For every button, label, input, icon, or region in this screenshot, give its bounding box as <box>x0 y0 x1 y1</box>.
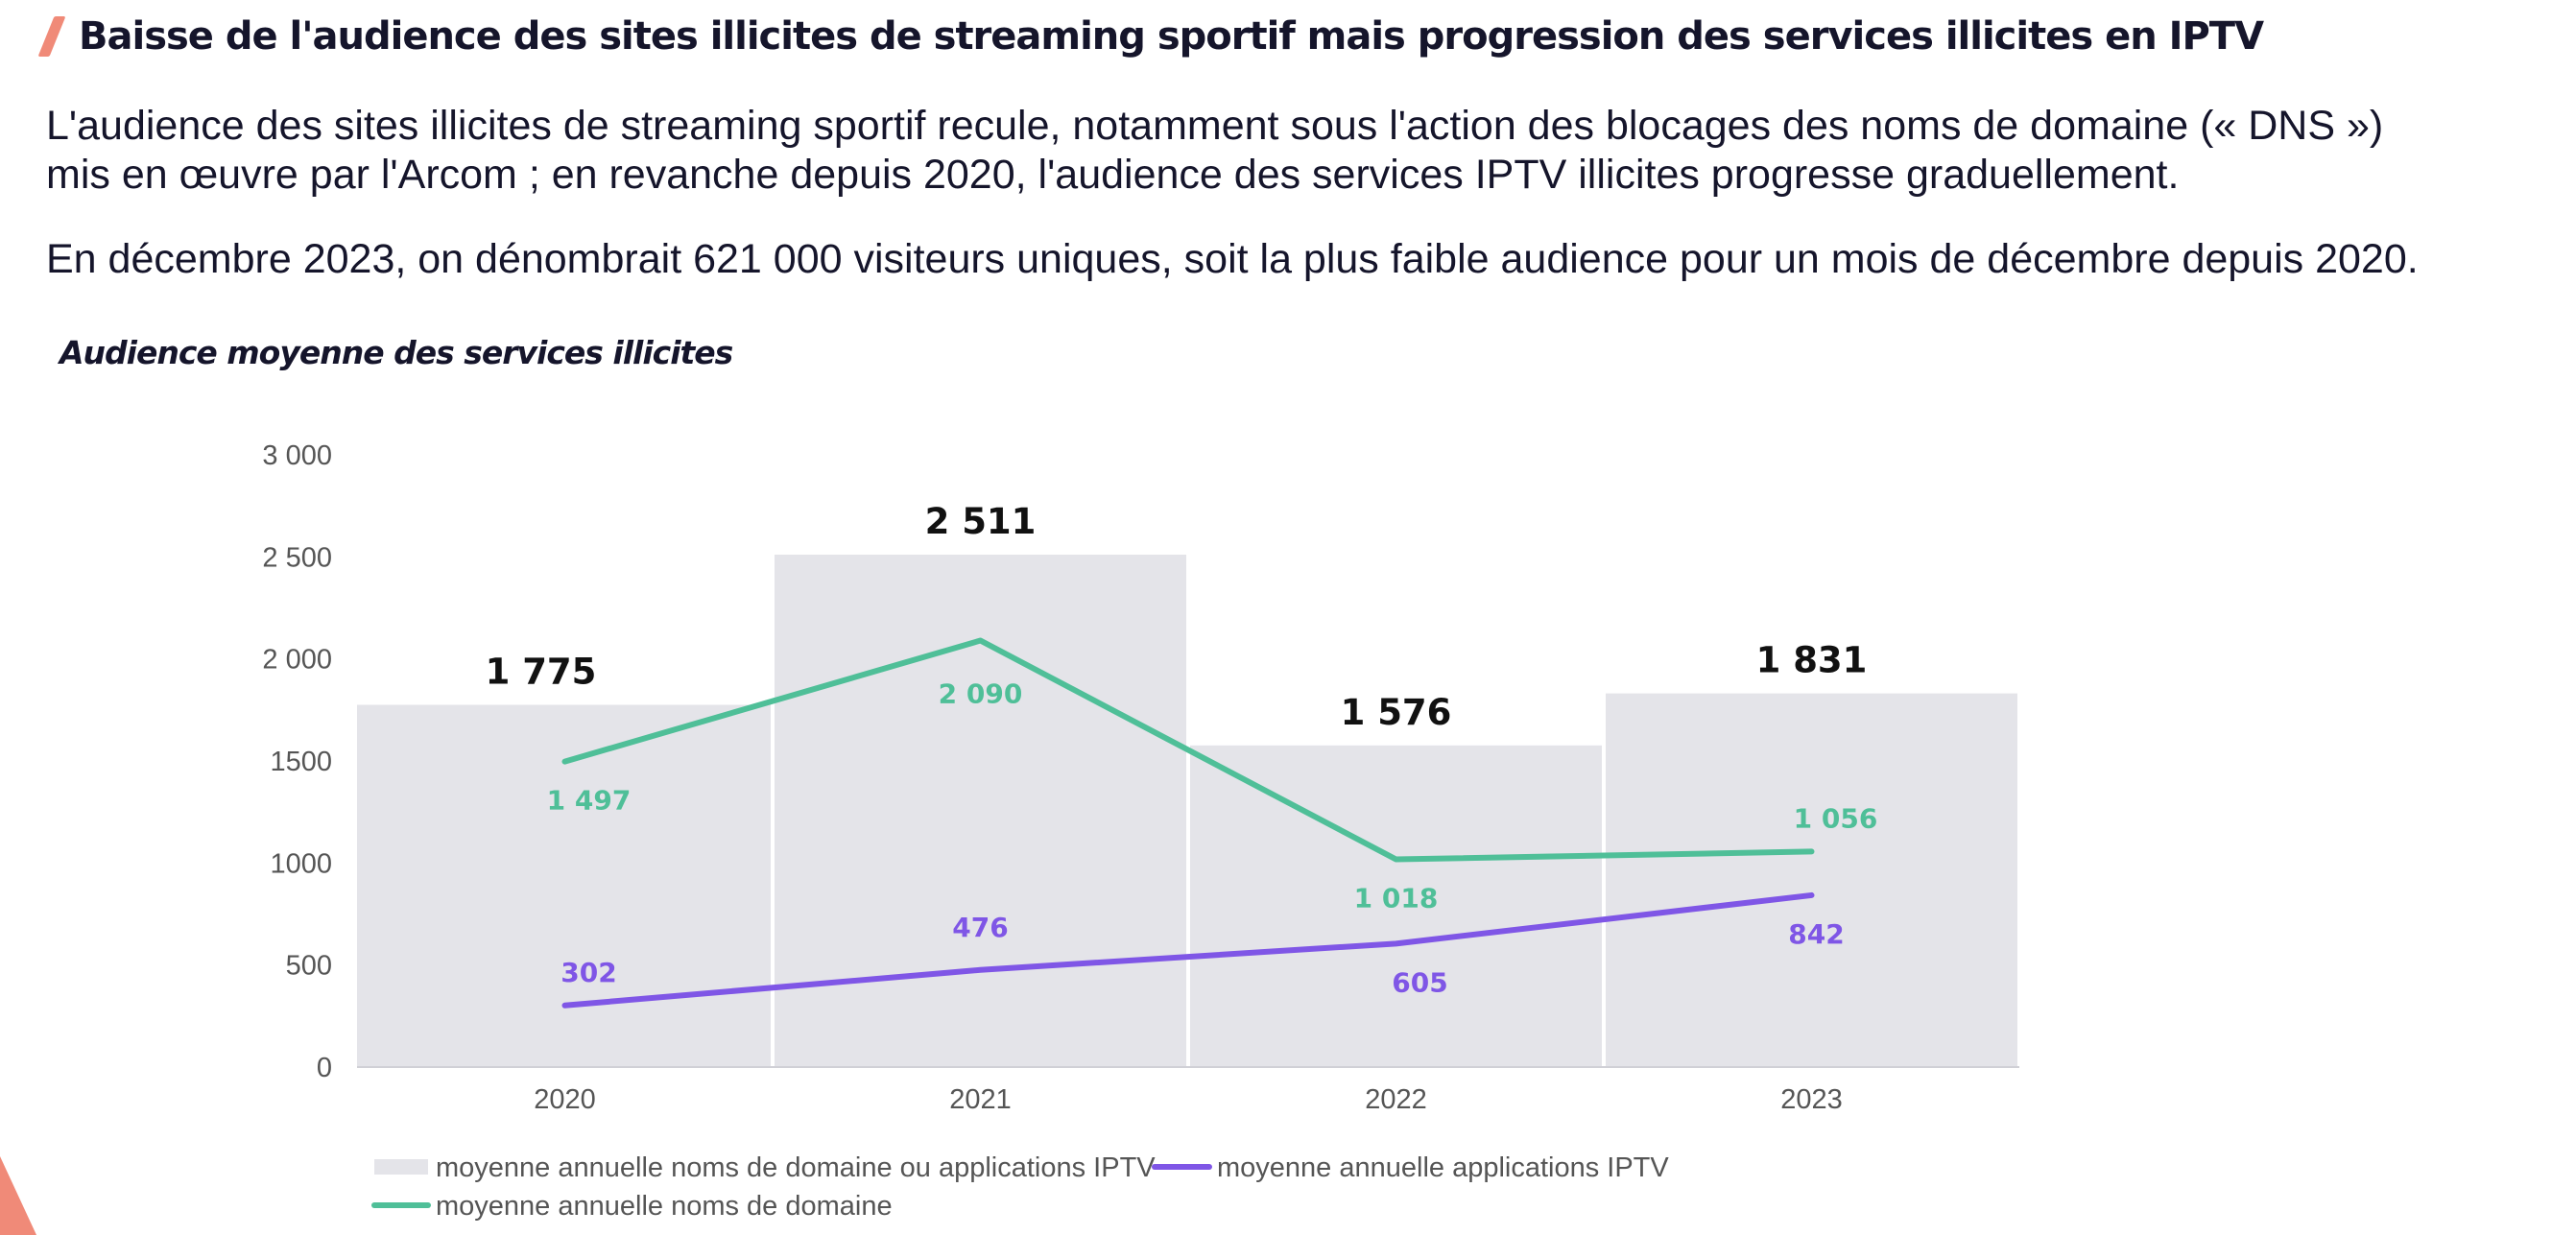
line-noms-de-domaine <box>561 637 1815 863</box>
bar-value-label: 1 576 <box>1341 692 1452 733</box>
data-label-noms-de-domaine: 2 090 <box>939 678 1023 710</box>
y-tick-label: 1500 <box>270 747 332 777</box>
line-applications-iptv <box>561 891 1815 1009</box>
bar-2023 <box>1606 693 2017 1067</box>
legend-swatch-bars <box>374 1159 428 1175</box>
title-row: Baisse de l'audience des sites illicites… <box>37 8 2264 65</box>
data-label-applications-iptv: 605 <box>1392 966 1447 998</box>
legend-label-bars: moyenne annuelle noms de domaine ou appl… <box>436 1152 1156 1183</box>
legend-label-iptv: moyenne annuelle applications IPTV <box>1217 1152 1669 1183</box>
data-label-noms-de-domaine: 1 018 <box>1354 883 1439 914</box>
intro-paragraph-1-line-1: L'audience des sites illicites de stream… <box>46 103 2384 149</box>
data-label-applications-iptv: 476 <box>952 912 1008 943</box>
y-tick-label: 500 <box>286 951 332 982</box>
y-tick-label: 3 000 <box>262 440 332 471</box>
x-tick-label: 2021 <box>949 1084 1012 1115</box>
bar-2022 <box>1190 745 1602 1067</box>
x-tick-label: 2022 <box>1365 1084 1427 1115</box>
bar-2021 <box>775 554 1186 1067</box>
page-title: Baisse de l'audience des sites illicites… <box>79 14 2264 59</box>
data-label-applications-iptv: 302 <box>561 957 616 988</box>
data-label-applications-iptv: 842 <box>1788 918 1844 950</box>
y-tick-label: 1000 <box>270 848 332 879</box>
x-tick-label: 2020 <box>534 1084 596 1115</box>
chart-title: Audience moyenne des services illicites <box>60 334 733 371</box>
bar-value-label: 1 831 <box>1756 640 1868 681</box>
y-tick-label: 2 000 <box>262 645 332 676</box>
corner-decoration <box>0 1156 36 1235</box>
data-label-noms-de-domaine: 1 056 <box>1794 802 1878 834</box>
intro-paragraph-1: L'audience des sites illicites de stream… <box>46 102 2383 200</box>
x-tick-label: 2023 <box>1780 1084 1843 1115</box>
y-tick-label: 2 500 <box>262 542 332 573</box>
y-tick-label: 0 <box>317 1053 332 1083</box>
legend-label-domains: moyenne annuelle noms de domaine <box>436 1191 893 1222</box>
bar-value-label: 1 775 <box>486 652 597 693</box>
intro-paragraph-1-line-2: mis en œuvre par l'Arcom ; en revanche d… <box>46 152 2180 198</box>
data-label-noms-de-domaine: 1 497 <box>547 785 632 817</box>
intro-paragraph-2: En décembre 2023, on dénombrait 621 000 … <box>46 236 2419 282</box>
bar-value-label: 2 511 <box>925 501 1037 542</box>
